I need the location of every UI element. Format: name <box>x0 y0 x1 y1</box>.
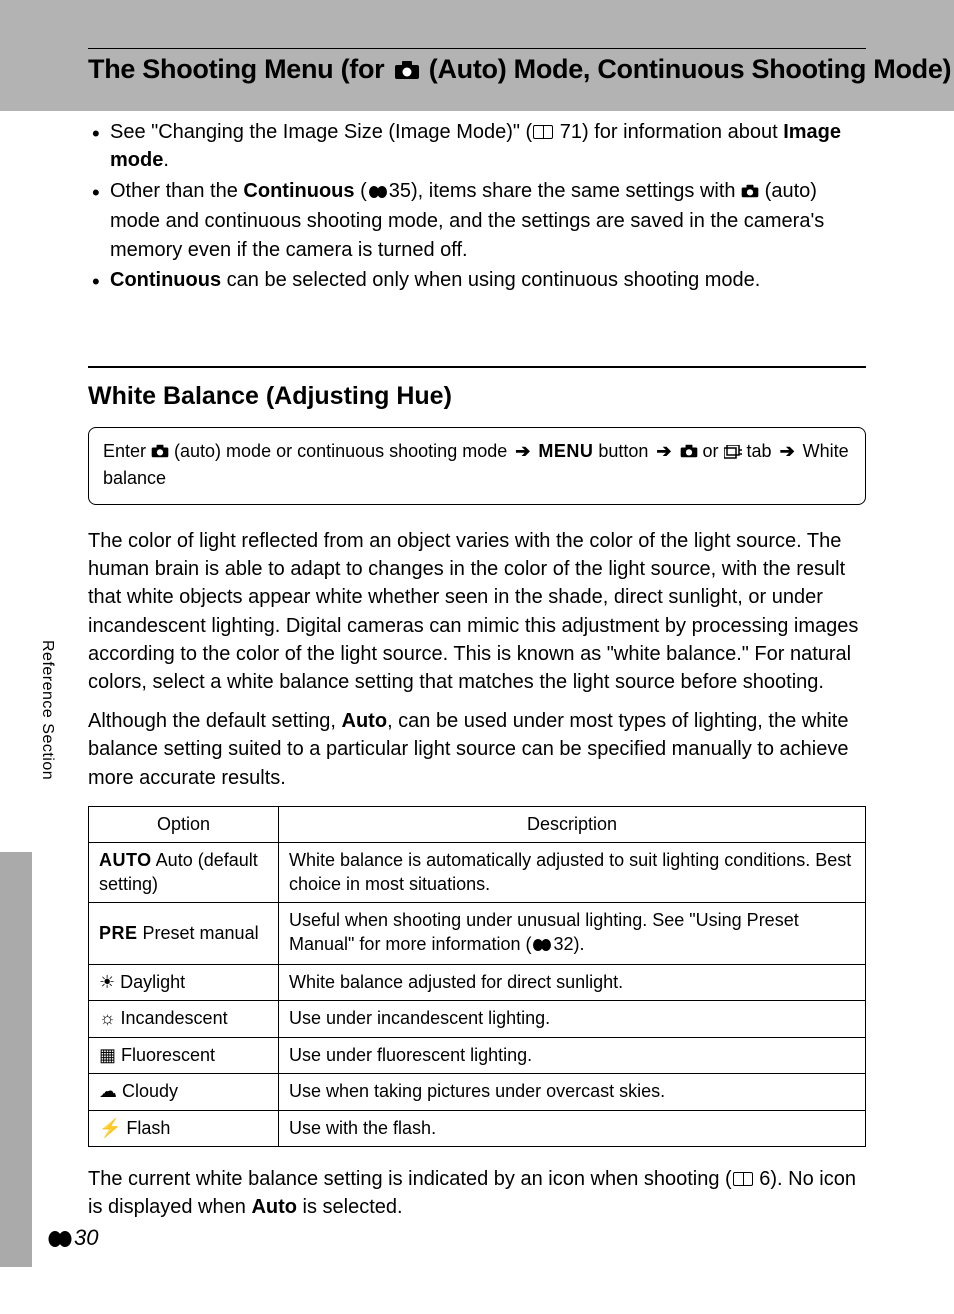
flash-icon: ⚡ <box>99 1118 121 1138</box>
table-header-row: Option Description <box>89 807 866 843</box>
desc-cell: Use when taking pictures under overcast … <box>279 1074 866 1110</box>
arrow-icon: ➔ <box>515 441 530 461</box>
reference-icon <box>532 935 552 958</box>
text: or <box>698 441 724 461</box>
book-icon <box>533 125 553 139</box>
table-row: ☼ Incandescent Use under incandescent li… <box>89 1001 866 1037</box>
paragraph-3: The current white balance setting is ind… <box>88 1165 866 1222</box>
desc-cell: Use with the flash. <box>279 1110 866 1146</box>
option-cell: PRE Preset manual <box>89 903 279 965</box>
section-rule <box>88 366 866 368</box>
fluorescent-icon: ▦ <box>99 1045 116 1065</box>
text: ( <box>355 180 367 202</box>
text: Preset manual <box>138 923 259 943</box>
text-bold: Continuous <box>243 180 354 202</box>
col-option: Option <box>89 807 279 843</box>
camera-icon <box>151 439 169 465</box>
option-cell: ☀ Daylight <box>89 965 279 1001</box>
text: is selected. <box>297 1196 403 1218</box>
side-tab <box>0 852 32 1267</box>
header-rule <box>88 48 866 49</box>
desc-cell: White balance is automatically adjusted … <box>279 843 866 903</box>
bullet-3: Continuous can be selected only when usi… <box>110 266 866 294</box>
desc-cell: Useful when shooting under unusual light… <box>279 903 866 965</box>
text-bold: Continuous <box>110 269 221 291</box>
desc-cell: Use under fluorescent lighting. <box>279 1037 866 1073</box>
title-text-post: (Auto) Mode, Continuous Shooting Mode) <box>422 54 952 84</box>
text: can be selected only when using continuo… <box>221 269 760 291</box>
navigation-box: Enter (auto) mode or continuous shooting… <box>88 427 866 504</box>
page-number: 30 <box>46 1225 98 1254</box>
text: See "Changing the Image Size (Image Mode… <box>110 121 532 143</box>
book-icon <box>733 1172 753 1186</box>
text: (auto) mode or continuous shooting mode <box>169 441 512 461</box>
page: Reference Section The Shooting Menu (for… <box>0 0 954 1314</box>
title-text-pre: The Shooting Menu (for <box>88 54 392 84</box>
camera-icon <box>741 178 759 206</box>
text: Cloudy <box>117 1081 178 1101</box>
option-cell: ☼ Incandescent <box>89 1001 279 1037</box>
text: 32). <box>553 934 584 954</box>
section-title: White Balance (Adjusting Hue) <box>88 382 866 411</box>
page-number-text: 30 <box>74 1225 98 1250</box>
option-cell: AUTO Auto (default setting) <box>89 843 279 903</box>
table-row: AUTO Auto (default setting) White balanc… <box>89 843 866 903</box>
text: Although the default setting, <box>88 710 342 732</box>
desc-cell: White balance adjusted for direct sunlig… <box>279 965 866 1001</box>
white-balance-table: Option Description AUTO Auto (default se… <box>88 806 866 1147</box>
option-cell: ▦ Fluorescent <box>89 1037 279 1073</box>
table-row: ▦ Fluorescent Use under fluorescent ligh… <box>89 1037 866 1073</box>
side-section-label: Reference Section <box>38 640 56 780</box>
text: button <box>593 441 653 461</box>
desc-cell: Use under incandescent lighting. <box>279 1001 866 1037</box>
text: Daylight <box>115 972 185 992</box>
text: . <box>163 149 169 171</box>
page-title: The Shooting Menu (for (Auto) Mode, Cont… <box>88 54 866 87</box>
text: 71) for information about <box>554 121 783 143</box>
text: Other than the <box>110 180 243 202</box>
menu-button-label: MENU <box>538 441 593 461</box>
bullet-2: Other than the Continuous (35), items sh… <box>110 177 866 264</box>
preset-icon: PRE <box>99 923 138 943</box>
continuous-tab-icon <box>724 440 742 454</box>
text: Enter <box>103 441 151 461</box>
reference-icon <box>47 1228 73 1254</box>
text-bold: Auto <box>251 1196 297 1218</box>
cloud-icon: ☁ <box>99 1081 117 1101</box>
option-cell: ☁ Cloudy <box>89 1074 279 1110</box>
paragraph-2: Although the default setting, Auto, can … <box>88 707 866 792</box>
bulb-icon: ☼ <box>99 1008 116 1028</box>
table-row: ⚡ Flash Use with the flash. <box>89 1110 866 1146</box>
camera-icon <box>680 439 698 465</box>
text: The current white balance setting is ind… <box>88 1168 732 1190</box>
content: See "Changing the Image Size (Image Mode… <box>88 118 866 1232</box>
text: Flash <box>121 1118 170 1138</box>
text: Incandescent <box>116 1008 228 1028</box>
reference-icon <box>368 179 388 207</box>
bullet-1: See "Changing the Image Size (Image Mode… <box>110 118 866 175</box>
table-row: ☁ Cloudy Use when taking pictures under … <box>89 1074 866 1110</box>
text: tab <box>742 441 777 461</box>
table-row: PRE Preset manual Useful when shooting u… <box>89 903 866 965</box>
table-row: ☀ Daylight White balance adjusted for di… <box>89 965 866 1001</box>
camera-icon <box>394 56 420 87</box>
text-bold: Auto <box>342 710 388 732</box>
text: 35), items share the same settings with <box>389 180 741 202</box>
auto-icon: AUTO <box>99 850 152 870</box>
sun-icon: ☀ <box>99 972 115 992</box>
arrow-icon: ➔ <box>780 441 795 461</box>
option-cell: ⚡ Flash <box>89 1110 279 1146</box>
col-description: Description <box>279 807 866 843</box>
paragraph-1: The color of light reflected from an obj… <box>88 527 866 697</box>
intro-bullets: See "Changing the Image Size (Image Mode… <box>88 118 866 294</box>
arrow-icon: ➔ <box>656 441 671 461</box>
text: Fluorescent <box>116 1045 215 1065</box>
